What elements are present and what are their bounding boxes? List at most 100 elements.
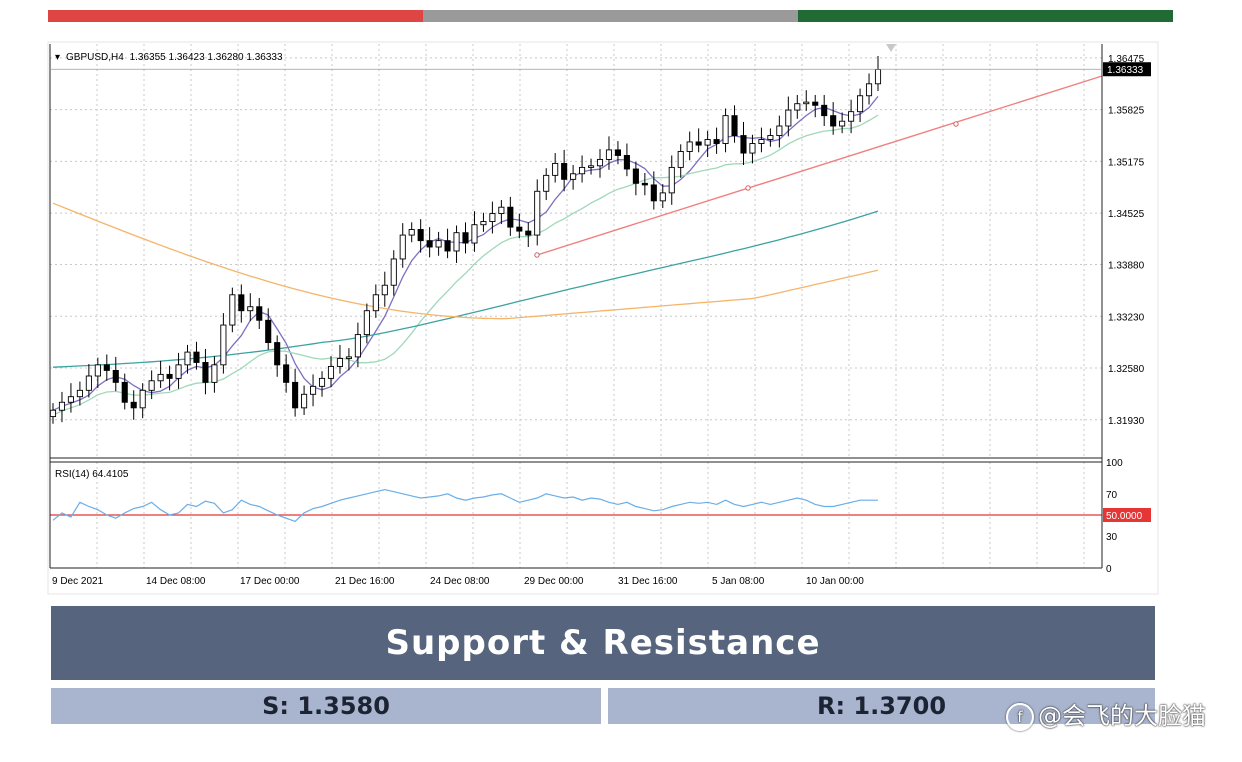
- price-tick-label: 1.34525: [1108, 209, 1145, 220]
- time-tick-label: 21 Dec 16:00: [335, 576, 395, 587]
- candle-body: [336, 358, 344, 367]
- candle-body: [704, 139, 711, 146]
- candle-body: [552, 162, 559, 176]
- candle-body: [175, 364, 182, 379]
- price-tick-label: 1.31930: [1108, 416, 1145, 427]
- candle-body: [166, 373, 173, 379]
- candle-body: [587, 165, 595, 168]
- candle-body: [211, 364, 218, 383]
- candle-body: [731, 115, 738, 137]
- candle-body: [247, 306, 254, 312]
- progress-bar-red: [48, 10, 423, 22]
- candle-body: [49, 409, 57, 418]
- trendline-anchor: [745, 185, 751, 191]
- time-tick-label: 31 Dec 16:00: [618, 576, 678, 587]
- rsi-line: [52, 488, 878, 523]
- candle-body: [857, 95, 864, 113]
- candle-body: [121, 381, 128, 403]
- candle-body: [614, 149, 621, 156]
- candle-body: [605, 149, 613, 160]
- candle-body: [480, 221, 487, 226]
- candle-body: [238, 294, 245, 312]
- time-tick-label: 9 Dec 2021: [52, 576, 104, 587]
- rsi-level-badge: [1103, 508, 1151, 522]
- shift-marker-icon: [886, 44, 896, 52]
- current-price-label: 1.36333: [1107, 65, 1144, 76]
- candle-body: [148, 380, 155, 391]
- candle-body: [417, 229, 424, 242]
- time-tick-label: 14 Dec 08:00: [146, 576, 206, 587]
- candle-body: [58, 401, 66, 411]
- candle-body: [193, 351, 200, 363]
- progress-bar-green: [798, 10, 1173, 22]
- candle-body: [363, 310, 370, 336]
- trendline-anchor: [534, 252, 540, 258]
- candle-body: [372, 294, 379, 312]
- trendline: [536, 75, 1103, 256]
- candle-body: [668, 166, 675, 194]
- candle-body: [767, 135, 774, 140]
- candle-body: [112, 369, 119, 383]
- rsi-tick-label: 30: [1106, 532, 1118, 543]
- ma-long-line: [52, 202, 879, 320]
- symbol-ohlc: 1.36355 1.36423 1.36280 1.36333: [130, 52, 283, 63]
- candle-body: [749, 143, 756, 154]
- support-level: S: 1.3580: [51, 688, 601, 724]
- price-tick-label: 1.35175: [1108, 157, 1145, 168]
- candle-body: [659, 192, 666, 202]
- candle-body: [301, 393, 308, 409]
- symbol-header: GBPUSD,H4 1.36355 1.36423 1.36280 1.3633…: [66, 52, 283, 63]
- candle-body: [76, 389, 83, 398]
- resistance-level: R: 1.3700: [608, 688, 1155, 724]
- candle-body: [803, 101, 810, 105]
- candle-body: [354, 334, 361, 358]
- candle-body: [794, 103, 801, 111]
- candle-body: [265, 319, 272, 344]
- candle-body: [426, 240, 433, 248]
- candle-body: [570, 173, 577, 180]
- candle-body: [381, 284, 388, 296]
- time-tick-label: 29 Dec 00:00: [524, 576, 584, 587]
- candle-body: [408, 229, 415, 236]
- trendline-anchor: [953, 121, 959, 127]
- candle-body: [758, 139, 765, 144]
- ma-mid-line: [52, 114, 879, 416]
- price-tick-label: 1.33230: [1108, 312, 1145, 323]
- candle-body: [722, 115, 729, 144]
- time-tick-label: 24 Dec 08:00: [430, 576, 490, 587]
- candle-body: [695, 141, 702, 146]
- candle-body: [310, 385, 317, 395]
- candle-body: [650, 184, 657, 202]
- price-tick-label: 1.35825: [1108, 106, 1145, 117]
- candle-body: [489, 213, 496, 222]
- rsi-level-label: 50.0000: [1106, 511, 1143, 522]
- candle-body: [507, 206, 514, 228]
- candle-body: [292, 381, 299, 409]
- candle-body: [130, 401, 137, 409]
- symbol-name: GBPUSD,H4: [66, 52, 124, 63]
- rsi-label: RSI(14) 64.4105: [55, 469, 129, 480]
- progress-bar-grey: [423, 10, 798, 22]
- candle-body: [839, 120, 846, 127]
- candle-body: [596, 158, 604, 167]
- rsi-tick-label: 70: [1106, 490, 1118, 501]
- candle-body: [399, 234, 406, 260]
- candle-body: [184, 351, 191, 366]
- candle-body: [848, 111, 855, 122]
- candle-body: [94, 364, 101, 377]
- candle-body: [283, 364, 290, 383]
- candle-body: [202, 362, 209, 383]
- candle-body: [812, 101, 819, 106]
- time-tick-label: 17 Dec 00:00: [240, 576, 300, 587]
- candle-body: [865, 83, 873, 97]
- candle-body: [444, 240, 451, 252]
- zhihu-icon: f: [1006, 703, 1034, 731]
- candle-body: [256, 306, 263, 321]
- candle-body: [327, 365, 335, 379]
- candle-body: [318, 377, 326, 387]
- price-tick-label: 1.32580: [1108, 364, 1145, 375]
- watermark: f @会飞的大脸猫: [1006, 696, 1206, 731]
- candle-body: [139, 389, 146, 409]
- candle-body: [874, 69, 882, 85]
